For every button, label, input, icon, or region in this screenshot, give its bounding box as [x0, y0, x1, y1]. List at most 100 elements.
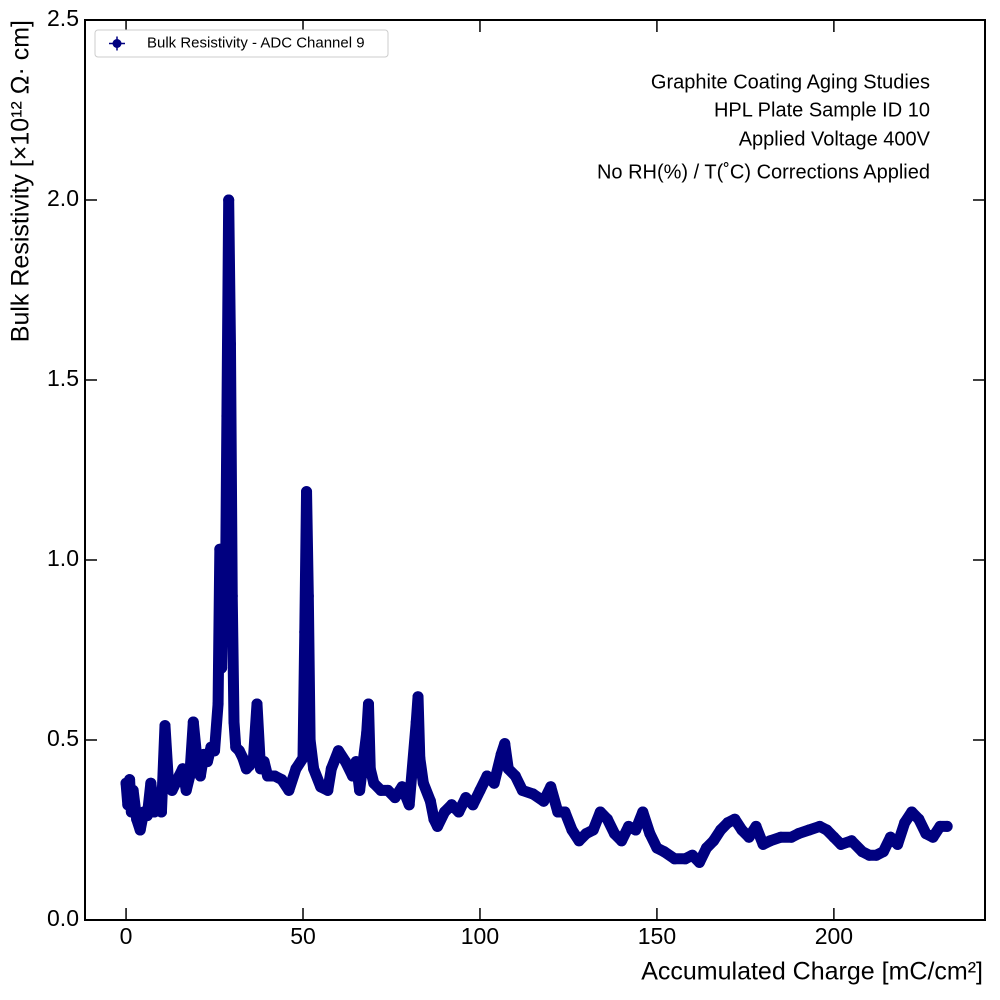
y-axis-label: Bulk Resistivity [×10¹² Ω· cm] [7, 20, 35, 342]
data-point [194, 770, 206, 782]
data-point [439, 806, 451, 818]
data-point [299, 626, 311, 638]
data-point [700, 842, 712, 854]
data-point [736, 824, 748, 836]
data-point [686, 849, 698, 861]
data-point [828, 831, 840, 843]
data-point [803, 824, 815, 836]
data-point [361, 727, 373, 739]
y-tick-label: 1.0 [47, 545, 79, 571]
data-point [364, 763, 376, 775]
data-point [892, 838, 904, 850]
data-point [180, 784, 192, 796]
data-point [155, 806, 167, 818]
data-point [516, 784, 528, 796]
data-point [209, 745, 221, 757]
data-point [297, 752, 309, 764]
data-point [488, 777, 500, 789]
data-point [226, 590, 238, 602]
data-point [410, 716, 422, 728]
legend-marker [112, 39, 122, 48]
data-point [750, 820, 762, 832]
data-point [927, 831, 939, 843]
x-tick-label: 100 [461, 923, 499, 949]
data-point [509, 770, 521, 782]
data-point [223, 194, 235, 206]
x-axis-label: Accumulated Charge [mC/cm²] [641, 958, 983, 986]
y-tick-label: 1.5 [47, 365, 79, 391]
data-point [481, 770, 493, 782]
data-point [495, 748, 507, 760]
data-point [559, 806, 571, 818]
data-point [389, 792, 401, 804]
data-point [669, 853, 681, 865]
legend-label: Bulk Resistivity - ADC Channel 9 [147, 34, 365, 51]
data-point [127, 784, 139, 796]
data-point [302, 590, 314, 602]
data-point [743, 831, 755, 843]
data-point [347, 770, 359, 782]
data-point [467, 799, 479, 811]
data-point [382, 784, 394, 796]
data-point [715, 824, 727, 836]
data-point [350, 756, 362, 768]
annotation: HPL Plate Sample ID 10 [714, 99, 930, 121]
data-point [301, 486, 313, 498]
data-point [177, 763, 189, 775]
data-point [216, 662, 228, 674]
data-point [877, 846, 889, 858]
data-point [502, 763, 514, 775]
data-point [283, 784, 295, 796]
y-tick-label: 0.5 [47, 725, 79, 751]
y-tick-label: 2.5 [47, 5, 79, 31]
data-point [201, 756, 213, 768]
data-point [601, 813, 613, 825]
data-point [764, 835, 776, 847]
data-point [228, 716, 240, 728]
plot-frame [84, 19, 986, 921]
x-tick-label: 50 [290, 923, 316, 949]
data-point [594, 806, 606, 818]
legend-box [94, 29, 389, 58]
data-point [846, 835, 858, 847]
data-point [414, 752, 426, 764]
data-point [708, 835, 720, 847]
data-point [325, 763, 337, 775]
data-point [573, 835, 585, 847]
data-point [184, 770, 196, 782]
data-point [124, 774, 136, 786]
data-point [251, 698, 263, 710]
x-tick-label: 200 [815, 923, 853, 949]
data-point [247, 752, 259, 764]
data-point [538, 795, 550, 807]
data-point [835, 838, 847, 850]
data-point [424, 795, 436, 807]
data-point [354, 784, 366, 796]
data-point [131, 813, 143, 825]
data-point [821, 824, 833, 836]
data-point [362, 698, 374, 710]
data-point [566, 824, 578, 836]
annotation: No RH(%) / T(˚C) Corrections Applied [597, 161, 930, 183]
data-point [308, 763, 320, 775]
data-point [431, 820, 443, 832]
data-point [941, 820, 953, 832]
data-point [775, 831, 787, 843]
x-tick-label: 150 [638, 923, 676, 949]
data-point [212, 698, 224, 710]
data-point [616, 835, 628, 847]
data-point [217, 547, 229, 559]
data-point [545, 781, 557, 793]
data-point [290, 763, 302, 775]
data-point [913, 813, 925, 825]
data-point [412, 691, 424, 703]
data-point [899, 817, 911, 829]
data-point [134, 824, 146, 836]
data-point [474, 784, 486, 796]
data-point [332, 745, 344, 757]
data-point [453, 806, 465, 818]
data-point [527, 788, 539, 800]
data-point [644, 828, 656, 840]
data-point [145, 777, 157, 789]
